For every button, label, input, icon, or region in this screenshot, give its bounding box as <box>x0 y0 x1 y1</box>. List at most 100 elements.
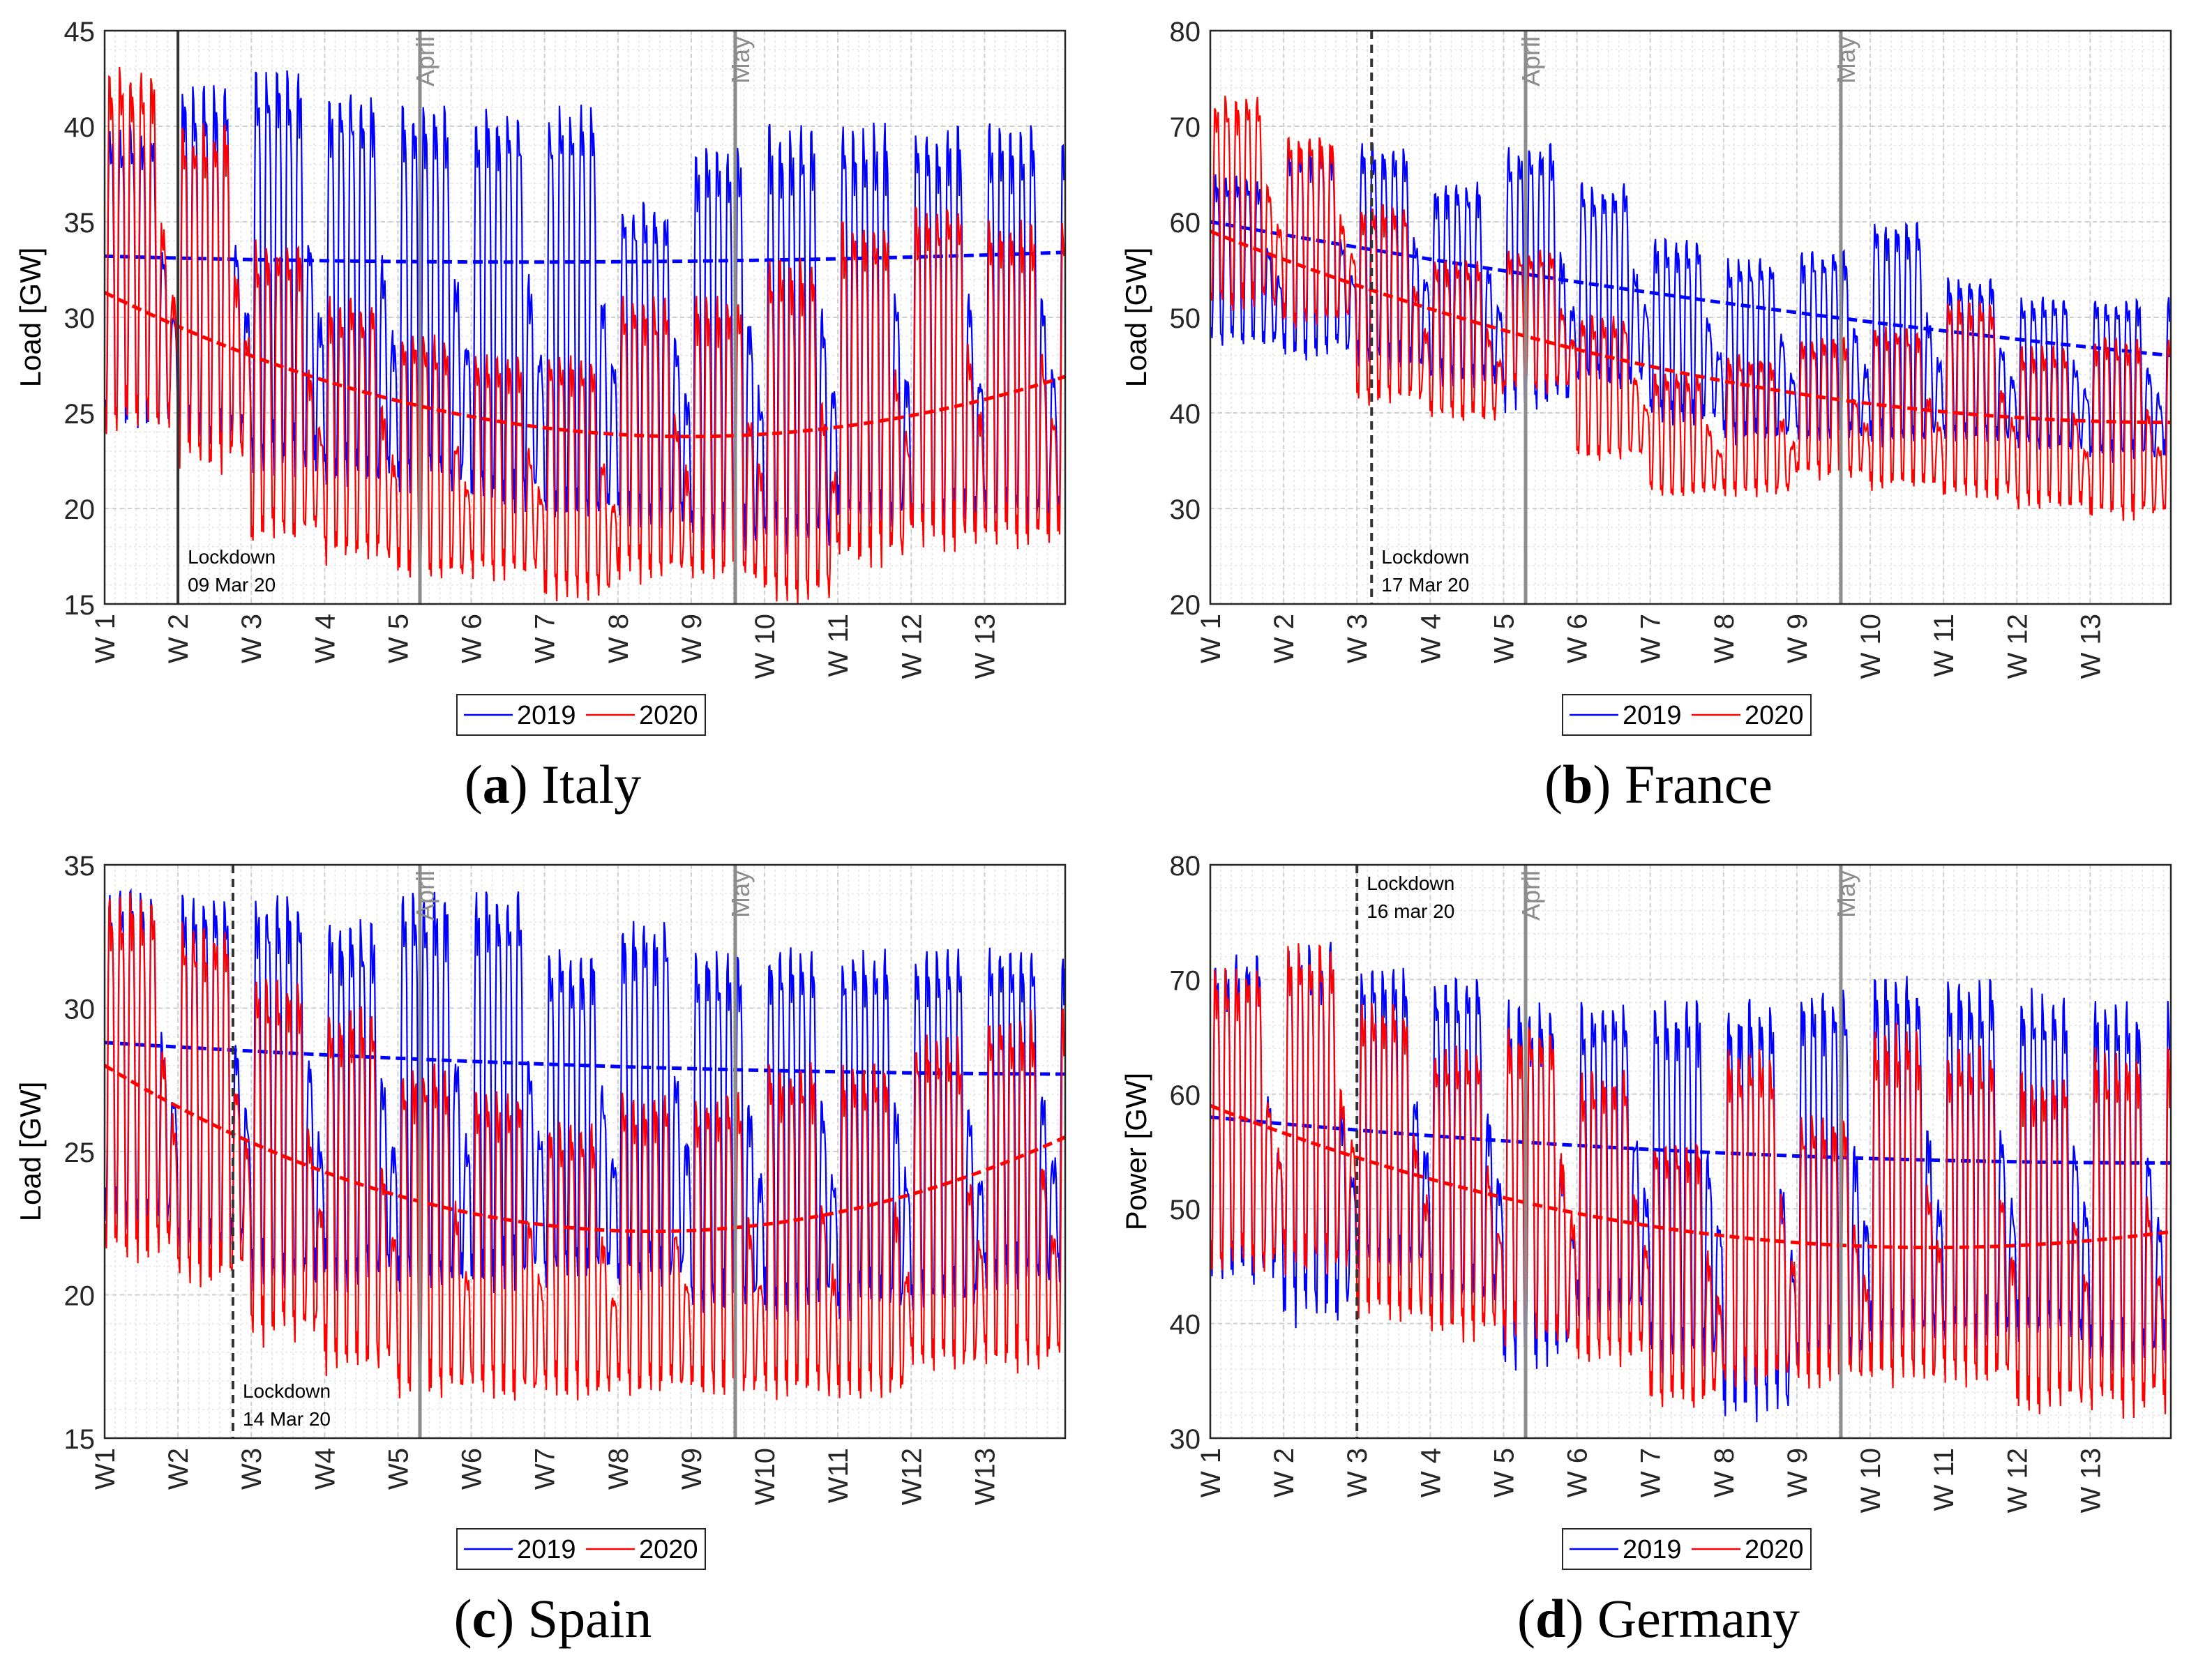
y-tick-label: 35 <box>64 208 96 239</box>
panel-france: 20 30 40 50 60 70 80 W 1 W 2 W 3 W 4 W 5 W 6 W 7 W 8 W … <box>1106 0 2211 834</box>
x-tick-label: W 10 <box>1856 1448 1886 1513</box>
legend-label: 2019 <box>517 701 576 730</box>
series-line-2019 <box>103 70 1066 555</box>
y-axis-label: Load [GW] <box>14 248 47 388</box>
y-tick-label: 30 <box>1170 1424 1201 1455</box>
x-tick-label: W6 <box>457 1448 488 1490</box>
legend-label: 2019 <box>1623 1535 1682 1564</box>
y-tick-label: 20 <box>64 494 96 525</box>
series-line-2020 <box>103 66 1066 605</box>
caption-italy: (a) Italy <box>464 754 642 815</box>
y-tick-label: 25 <box>64 1138 96 1168</box>
series-line-2020 <box>1209 943 2172 1419</box>
y-tick-label: 25 <box>64 399 96 430</box>
x-tick-label: W 3 <box>236 614 267 663</box>
lockdown-label: Lockdown <box>1367 873 1454 894</box>
y-tick-label: 80 <box>1170 851 1201 882</box>
y-tick-label: 60 <box>1170 208 1201 239</box>
axes-frame <box>1209 863 2172 1440</box>
x-tick-label: W7 <box>530 1448 561 1490</box>
x-tick-label: W 6 <box>1563 614 1593 663</box>
axes-frame <box>103 863 1067 1440</box>
x-tick-label: W 9 <box>1782 1448 1813 1497</box>
x-tick-label: W 5 <box>1489 614 1519 663</box>
x-tick-label: W 4 <box>1415 614 1446 663</box>
legend: 2019 2020 <box>456 694 706 736</box>
x-tick-label: W 3 <box>1342 614 1373 663</box>
x-tick-label: W 6 <box>457 614 488 663</box>
y-tick-label: 20 <box>1170 590 1201 621</box>
trend-line-2020 <box>1210 1103 2172 1250</box>
caption-letter: a <box>482 754 510 815</box>
x-tick-label: W12 <box>896 1448 927 1505</box>
x-tick-label: W 11 <box>1929 1448 1959 1511</box>
caption-letter: d <box>1535 1588 1566 1649</box>
lockdown-label: Lockdown <box>188 546 276 568</box>
caption-spain: (c) Spain <box>453 1588 652 1649</box>
x-tick-label: W5 <box>383 1448 414 1490</box>
x-tick-label: W 8 <box>603 614 634 663</box>
x-tick-label: W 8 <box>1709 614 1740 663</box>
month-label: May <box>726 870 755 918</box>
trend-line-2019 <box>104 1041 1065 1076</box>
x-tick-label: W 13 <box>2075 614 2106 679</box>
caption-country: Germany <box>1597 1588 1800 1649</box>
x-tick-label: W10 <box>750 1448 781 1505</box>
series-line-2020 <box>103 893 1066 1401</box>
x-tick-label: W8 <box>603 1448 634 1490</box>
chart-germany: 30 40 50 60 70 80 W 1 W 2 W 3 W 4 W 5 W 6 W 7 W 8 W 9 W… <box>1120 851 2172 1570</box>
y-tick-label: 30 <box>64 995 96 1025</box>
y-tick-label: 40 <box>1170 399 1201 430</box>
caption-germany: (d) Germany <box>1517 1588 1800 1649</box>
chart-spain: 15 20 25 30 35 W1 W2 W3 W4 W5 W6 W7 W8 W9 W10 W11 W12 W13… <box>14 851 1067 1570</box>
caption-country: Spain <box>527 1588 652 1649</box>
x-tick-label: W4 <box>310 1448 340 1490</box>
caption-letter: b <box>1562 754 1593 815</box>
caption-letter: c <box>472 1588 497 1649</box>
month-label: April <box>411 36 439 86</box>
x-tick-label: W1 <box>90 1448 121 1490</box>
y-tick-label: 80 <box>1170 17 1201 47</box>
lockdown-date: 16 mar 20 <box>1367 900 1454 922</box>
y-tick-label: 45 <box>64 17 96 47</box>
chart-france: 20 30 40 50 60 70 80 W 1 W 2 W 3 W 4 W 5 W 6 W 7 W 8 W … <box>1120 17 2172 736</box>
month-label: May <box>1832 36 1860 84</box>
y-axis-label: Power [GW] <box>1120 1073 1152 1230</box>
lockdown-label: Lockdown <box>243 1380 331 1402</box>
legend: 2019 2020 <box>456 1528 706 1570</box>
trend-line-2020 <box>103 1064 1067 1234</box>
y-tick-label: 40 <box>64 112 96 143</box>
y-tick-label: 70 <box>1170 965 1201 996</box>
legend-box <box>1562 1528 1812 1570</box>
x-tick-label: W11 <box>823 1448 854 1503</box>
x-tick-label: W13 <box>970 1448 1000 1505</box>
lockdown-date: 14 Mar 20 <box>243 1408 331 1430</box>
x-tick-label: W 7 <box>1636 614 1666 663</box>
legend: 2019 2020 <box>1562 694 1812 736</box>
x-tick-label: W 11 <box>1929 614 1959 677</box>
y-tick-label: 60 <box>1170 1080 1201 1111</box>
legend-label: 2019 <box>517 1535 576 1564</box>
month-label: April <box>1517 870 1545 921</box>
x-tick-label: W 10 <box>750 614 781 679</box>
x-tick-label: W 7 <box>1636 1448 1666 1497</box>
x-tick-label: W 10 <box>1856 614 1886 679</box>
legend-label: 2020 <box>639 701 698 730</box>
legend-label: 2020 <box>1745 701 1804 730</box>
x-tick-label: W 2 <box>1269 1448 1300 1497</box>
y-tick-label: 15 <box>64 590 96 621</box>
y-tick-label: 50 <box>1170 303 1201 334</box>
legend: 2019 2020 <box>1562 1528 1812 1570</box>
x-tick-label: W 1 <box>1196 1448 1226 1497</box>
y-tick-label: 30 <box>64 303 96 334</box>
x-tick-label: W 3 <box>1342 1448 1373 1497</box>
x-tick-label: W 9 <box>677 614 707 663</box>
y-tick-label: 30 <box>1170 494 1201 525</box>
x-tick-label: W2 <box>163 1448 194 1490</box>
axes-frame <box>103 29 1067 605</box>
x-tick-label: W 1 <box>90 614 121 663</box>
lockdown-label: Lockdown <box>1381 546 1469 568</box>
chart-italy: 15 20 25 30 35 40 45 W 1 W 2 W 3 W 4 W 5 W 6 W 7 W 8 W … <box>14 17 1067 736</box>
x-tick-label: W 13 <box>2075 1448 2106 1513</box>
x-tick-label: W 8 <box>1709 1448 1740 1497</box>
